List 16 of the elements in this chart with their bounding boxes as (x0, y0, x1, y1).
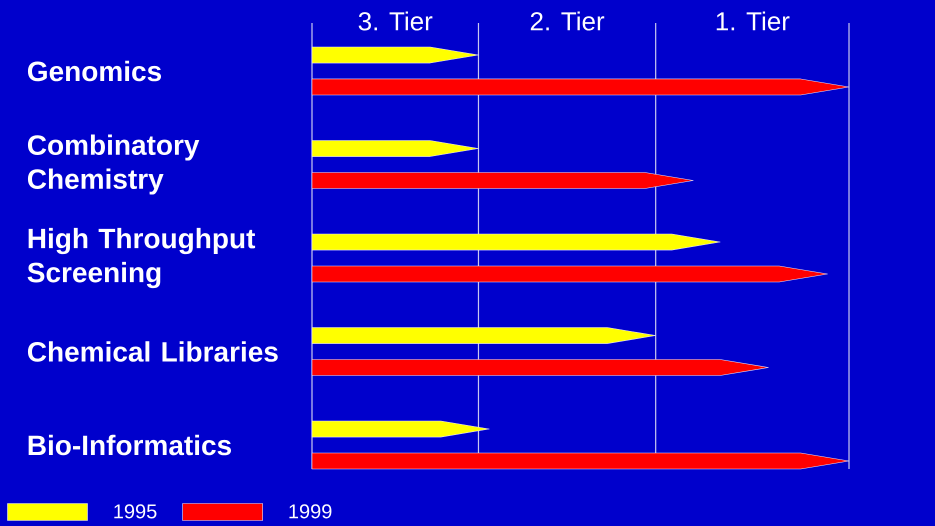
bar (312, 234, 720, 250)
bar (312, 452, 850, 470)
annotation: 3. Tier (358, 11, 432, 31)
y-tick-label: Bio-Informatics (28, 434, 232, 456)
y-tick-label: Genomics (28, 60, 162, 82)
annotation: 2. Tier (530, 11, 604, 31)
y-tick-label: High Throughput Screening (28, 228, 256, 288)
bar (312, 266, 828, 282)
bar (312, 359, 769, 376)
bar (312, 78, 850, 96)
bar (312, 172, 694, 189)
y-tick-label: Combinatory Chemistry (28, 134, 200, 195)
legend-label: 1995 (114, 504, 156, 518)
legend-label: 1999 (289, 504, 332, 518)
y-tick-label: Chemical Libraries (28, 341, 278, 362)
annotation: 1. Tier (716, 11, 790, 31)
